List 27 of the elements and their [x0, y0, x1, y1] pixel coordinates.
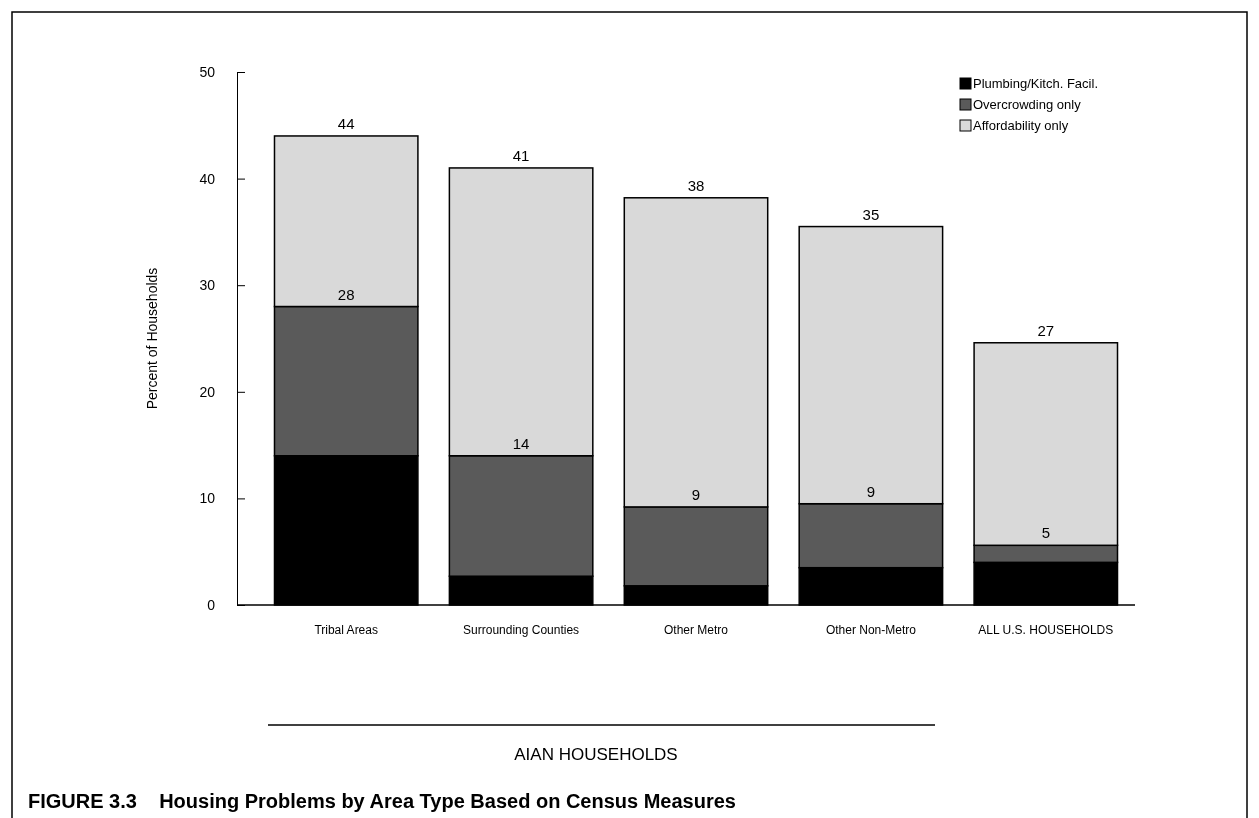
annotation: 14: [512, 434, 530, 452]
annotation: 9: [691, 485, 701, 503]
x-tick-label: Tribal Areas: [314, 623, 378, 637]
y-tick-label: 50: [199, 63, 216, 80]
y-tick-label: 0: [207, 596, 216, 613]
y-tick-label: 40: [199, 170, 216, 187]
y-tick-label: 20: [199, 383, 216, 400]
annotation: 28: [337, 285, 355, 303]
y-tick-label: 10: [199, 490, 216, 507]
annotation: 27: [1037, 321, 1055, 339]
text: AIAN HOUSEHOLDS: [514, 745, 678, 764]
total-label: 35: [862, 205, 880, 223]
legend-label: Plumbing/Kitch. Facil.: [973, 76, 1098, 91]
x-tick-label: ALL U.S. HOUSEHOLDS: [978, 623, 1114, 637]
text: FIGURE 3.3 Housing Problems by Area Type Based on Census Measures: [28, 790, 736, 812]
total-label: 38: [687, 176, 705, 194]
legend-label: Overcrowding only: [973, 97, 1082, 112]
y-axis-title: Percent of Households: [144, 267, 160, 410]
annotation: 9: [866, 482, 876, 500]
x-tick-label: Other Non-Metro: [825, 623, 917, 637]
x-tick-label: Surrounding Counties: [463, 623, 580, 637]
y-tick-label: 30: [199, 277, 216, 294]
total-label: 44: [337, 114, 355, 132]
x-tick-label: Other Metro: [663, 623, 729, 637]
total-label: 41: [512, 146, 530, 164]
annotation: 5: [1041, 524, 1050, 542]
legend-label: Affordability only: [973, 118, 1069, 133]
